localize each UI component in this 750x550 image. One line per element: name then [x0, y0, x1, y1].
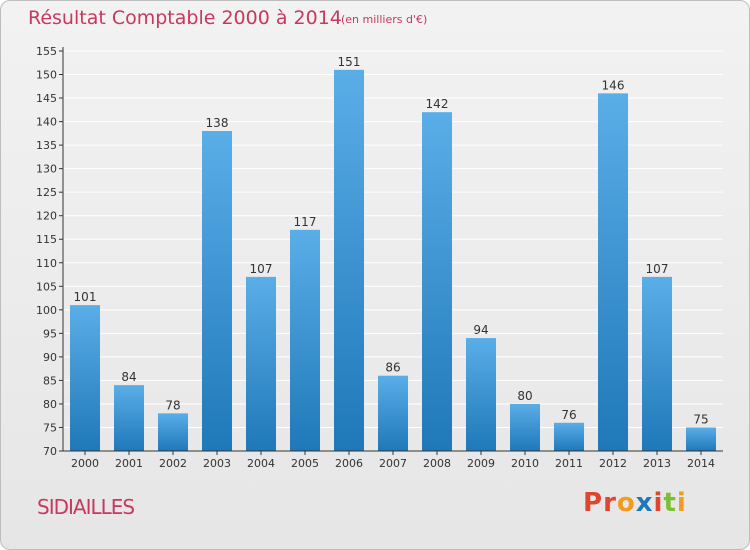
- logo-letter: r: [603, 488, 617, 518]
- y-tick-label: 155: [36, 45, 57, 58]
- bar: [246, 276, 276, 451]
- y-tick-label: 115: [36, 233, 57, 246]
- y-tick-label: 75: [43, 421, 57, 434]
- bar-value-label: 76: [561, 408, 576, 422]
- axes: 70 75 80 85 90 95 100 105 110 115 120 125 130 135 140 1…: [36, 45, 723, 470]
- bar: [510, 403, 540, 451]
- x-tick-label: 2001: [115, 457, 143, 470]
- bar-value-label: 94: [473, 323, 488, 337]
- x-tick-label: 2009: [467, 457, 495, 470]
- bar: [554, 422, 584, 451]
- y-tick-label: 90: [43, 351, 57, 364]
- y-tick-label: 95: [43, 327, 57, 340]
- x-tick-label: 2012: [599, 457, 627, 470]
- chart-title: Résultat Comptable 2000 à 2014: [28, 7, 342, 29]
- proxiti-logo: Proxiti: [583, 488, 687, 518]
- logo-letter: t: [663, 488, 677, 518]
- x-tick-label: 2013: [643, 457, 671, 470]
- x-tick-label: 2002: [159, 457, 187, 470]
- y-tick-label: 100: [36, 304, 57, 317]
- y-tick-label: 70: [43, 445, 57, 458]
- y-tick-label: 135: [36, 139, 57, 152]
- y-tick-label: 125: [36, 186, 57, 199]
- bar-value-label: 142: [426, 97, 449, 111]
- x-tick-label: 2003: [203, 457, 231, 470]
- x-tick-label: 2011: [555, 457, 583, 470]
- bar: [202, 131, 232, 451]
- bar-value-label: 86: [385, 361, 400, 375]
- y-tick-label: 85: [43, 374, 57, 387]
- bar-value-label: 117: [294, 215, 317, 229]
- logo-letter: x: [635, 488, 654, 518]
- x-tick-label: 2005: [291, 457, 319, 470]
- logo-letter: o: [616, 488, 636, 518]
- bar: [598, 93, 628, 452]
- y-tick-label: 105: [36, 280, 57, 293]
- bar-value-label: 84: [121, 370, 136, 384]
- y-tick-label: 120: [36, 210, 57, 223]
- bar: [70, 305, 100, 451]
- x-tick-label: 2006: [335, 457, 363, 470]
- y-tick-label: 130: [36, 163, 57, 176]
- commune-name: SIDIAILLES: [37, 495, 135, 519]
- chart-subtitle: (en milliers d'€): [341, 13, 428, 26]
- bar-value-label: 138: [206, 116, 229, 130]
- bar: [290, 229, 320, 451]
- x-tick-label: 2014: [687, 457, 715, 470]
- y-tick-label: 150: [36, 69, 57, 82]
- x-tick-label: 2010: [511, 457, 539, 470]
- x-tick-label: 2000: [71, 457, 99, 470]
- bar: [378, 375, 408, 451]
- logo-letter: i: [676, 488, 687, 518]
- bar-value-label: 107: [250, 262, 273, 276]
- bar-value-label: 151: [338, 55, 361, 69]
- bar-value-label: 101: [74, 290, 97, 304]
- bar: [642, 276, 672, 451]
- bar: [686, 427, 716, 451]
- bar: [466, 338, 496, 451]
- bar-value-label: 80: [517, 389, 532, 403]
- x-tick-label: 2004: [247, 457, 275, 470]
- bar: [334, 69, 364, 451]
- bar-value-label: 75: [693, 412, 708, 426]
- logo-letter: i: [653, 488, 664, 518]
- bar-value-label: 78: [165, 398, 180, 412]
- bar: [422, 112, 452, 452]
- y-tick-label: 110: [36, 257, 57, 270]
- bar: [114, 385, 144, 451]
- y-tick-label: 140: [36, 116, 57, 129]
- y-tick-label: 145: [36, 92, 57, 105]
- x-tick-label: 2007: [379, 457, 407, 470]
- y-tick-label: 80: [43, 398, 57, 411]
- x-tick-label: 2008: [423, 457, 451, 470]
- bars: 101 84 78 138 107 117 151 86 142 94 80 76 146 107 75: [70, 55, 716, 452]
- bar-value-label: 107: [646, 262, 669, 276]
- bar: [158, 413, 188, 451]
- logo-letter: P: [583, 488, 604, 518]
- bar-value-label: 146: [602, 78, 625, 92]
